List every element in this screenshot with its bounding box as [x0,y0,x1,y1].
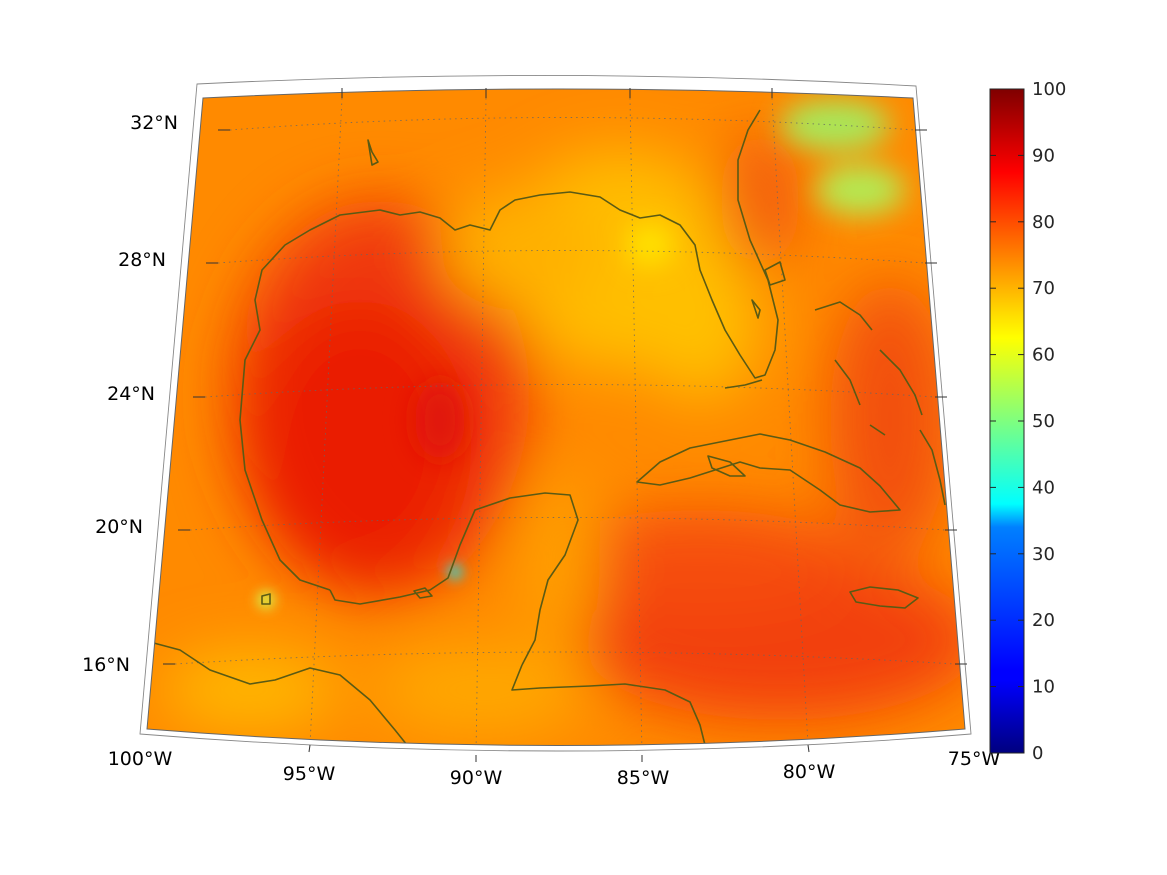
lon-label-95w: 95°W [283,763,336,785]
colorbar-label: 70 [1032,278,1055,299]
colorbar-label: 10 [1032,677,1055,698]
colorbar-label: 0 [1032,743,1043,764]
colorbar-label: 80 [1032,212,1055,233]
lon-label-90w: 90°W [450,767,503,789]
colorbar-label: 30 [1032,544,1055,565]
colorbar-label: 40 [1032,477,1055,498]
colorbar-label: 50 [1032,411,1055,432]
lat-label-20: 20°N [95,516,143,538]
lat-labels: 16°N 20°N 24°N 28°N 32°N [82,112,178,676]
coastlines [149,109,946,746]
colorbar: 0 10 20 30 40 50 60 70 80 90 100 [989,79,1066,764]
frame-ticks [163,88,967,762]
lon-label-100w: 100°W [108,748,173,770]
colorbar-label: 20 [1032,610,1055,631]
colorbar-labels: 0 10 20 30 40 50 60 70 80 90 100 [1032,79,1066,764]
lat-label-32: 32°N [130,112,178,134]
lon-labels: 100°W 95°W 90°W 85°W 80°W 75°W [108,748,1001,789]
map-outer-frame [139,75,972,752]
lat-label-24: 24°N [107,383,155,405]
heat-field [147,89,965,746]
colorbar-label: 90 [1032,145,1055,166]
lat-label-16: 16°N [82,654,130,676]
map-frame [146,88,966,746]
graticule [174,97,956,746]
colorbar-ticks [990,88,1024,754]
colorbar-label: 60 [1032,345,1055,366]
lat-label-28: 28°N [118,249,166,271]
lon-label-85w: 85°W [617,767,670,789]
lon-label-75w: 75°W [948,748,1001,770]
colorbar-label: 100 [1032,79,1066,100]
lon-label-80w: 80°W [783,761,836,783]
